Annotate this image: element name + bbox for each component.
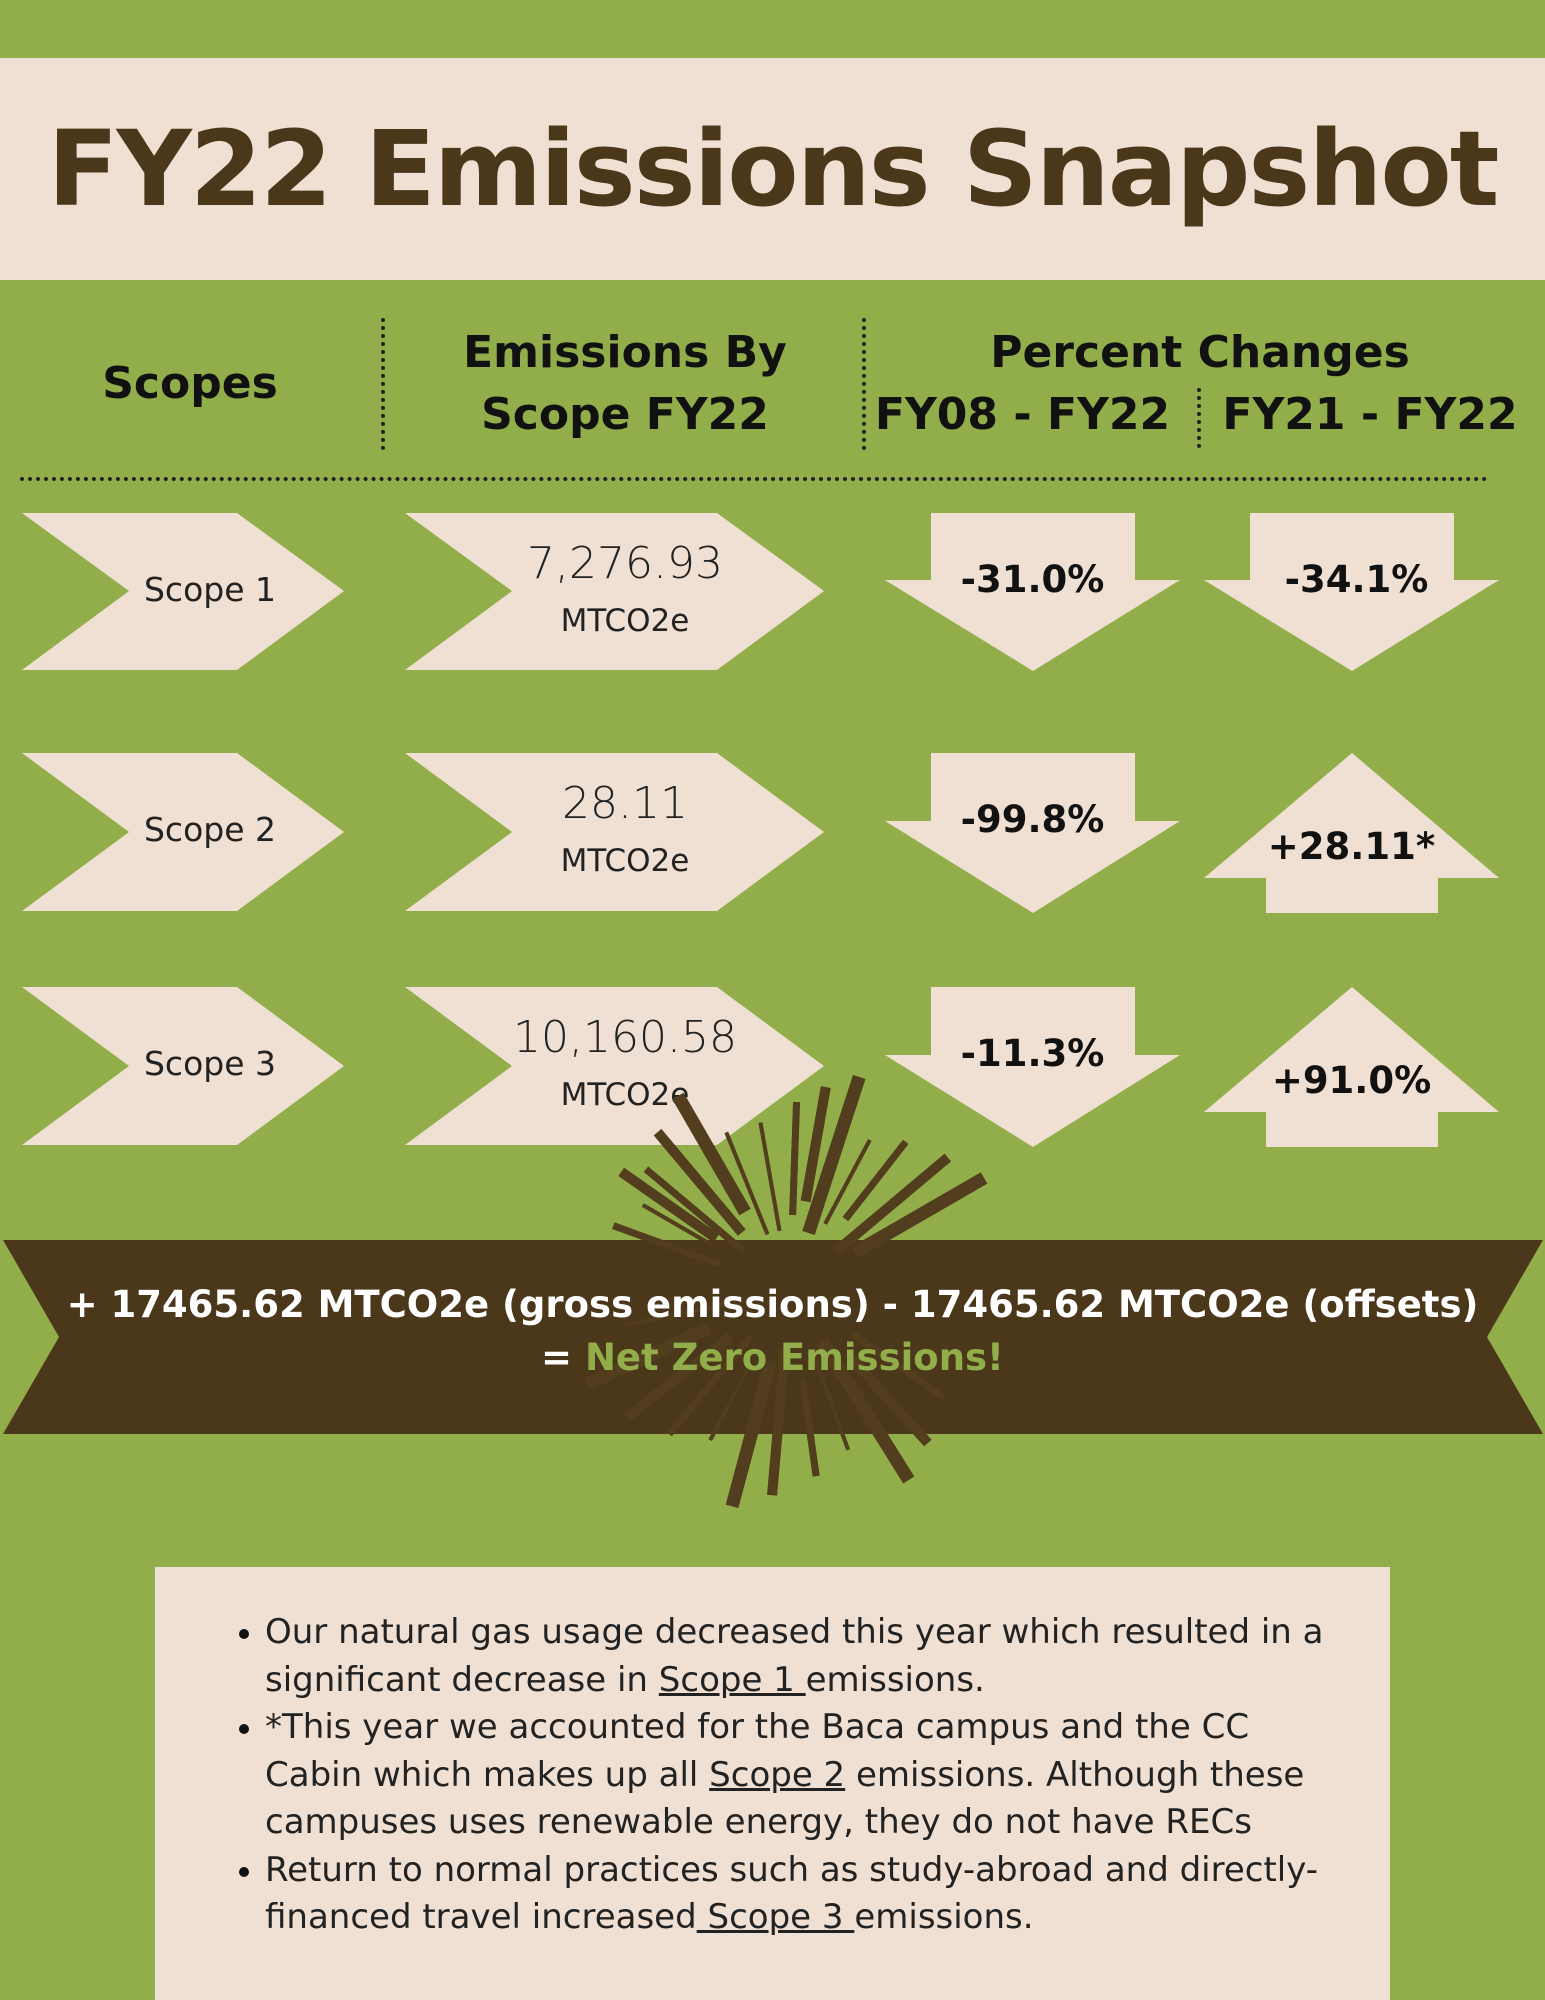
scope-2-fy21-change: +28.11* [1267,825,1436,868]
starburst-ray [823,1138,872,1225]
note-item-3: Return to normal practices such as study… [239,1847,1355,1942]
title-band: FY22 Emissions Snapshot [0,58,1545,280]
notes-box: Our natural gas usage decreased this yea… [155,1567,1390,2000]
starburst-ray [813,1359,851,1451]
header-percent-changes: Percent Changes [990,327,1410,378]
banner-line-2: = Net Zero Emissions! [0,1331,1545,1384]
scope-1-label: Scope 1 [143,570,277,609]
scope-2-fy08-down-arrow [885,753,1180,913]
header-emissions-line2: Scope FY22 [481,389,769,440]
note-3-scope-link: Scope 3 [696,1897,855,1937]
banner-line-1: + 17465.62 MTCO2e (gross emissions) - 17… [66,1283,1479,1326]
starburst-ray [623,1300,732,1328]
starburst-ray [758,1122,782,1232]
scope-3-value-chevron [405,987,824,1145]
starburst-ray [725,1360,777,1509]
scope-3-unit: MTCO2e [560,1077,690,1113]
note-1-scope-link: Scope 1 [658,1659,806,1700]
note-2-scope-link: Scope 2 [709,1754,846,1795]
header-separator [20,477,1488,481]
starburst-ray [672,1092,751,1216]
scope-2-fy08-change: -99.8% [960,798,1105,841]
scope-2-value: 28.11 [562,778,688,829]
scope-2-value-chevron [405,753,824,911]
scope-2-unit: MTCO2e [560,843,690,879]
note-1-text-end: emissions. [805,1659,985,1700]
note-3-text-end: emissions. [854,1897,1034,1937]
scope-1-value-chevron [405,513,824,670]
header-divider-2 [862,318,866,450]
scope-3-fy08-change: -11.3% [960,1032,1105,1075]
notes-list: Our natural gas usage decreased this yea… [239,1609,1355,1942]
starburst-ray [612,1222,721,1268]
starburst-ray [842,1139,909,1222]
starburst-ray [653,1128,746,1236]
starburst-ray [641,1203,714,1247]
note-item-1: Our natural gas usage decreased this yea… [239,1609,1355,1704]
starburst-ray [789,1101,801,1216]
net-zero-highlight: Net Zero Emissions! [584,1336,1004,1379]
starburst-ray [666,1333,755,1437]
note-3-text: Return to normal practices such as study… [265,1849,1319,1938]
scope-3-chevron [22,987,344,1145]
header-scopes: Scopes [102,358,278,409]
page-title: FY22 Emissions Snapshot [47,108,1499,230]
scope-1-value: 7,276.93 [527,538,723,589]
scope-1-unit: MTCO2e [560,603,690,639]
scope-3-fy08-down-arrow [885,987,1180,1147]
starburst-ray [816,1337,915,1484]
header-period-fy08-fy22: FY08 - FY22 [874,389,1171,440]
note-1-text: Our natural gas usage decreased this yea… [265,1612,1324,1700]
starburst-ray [708,1368,750,1442]
scope-1-fy08-change: -31.0% [960,558,1105,601]
scope-1-fy08-down-arrow [885,513,1180,671]
header-divider-1 [381,318,385,450]
scope-3-value: 10,160.58 [513,1012,737,1063]
starburst-ray [851,1172,988,1259]
starburst-ray [846,1353,932,1447]
starburst-ray [624,1332,734,1421]
banner-equals: = [541,1336,585,1379]
summary-banner [3,1240,1543,1434]
starburst-ray [800,1086,831,1203]
scope-2-label: Scope 2 [143,810,277,849]
scope-3-fy21-up-arrow [1204,987,1499,1147]
starburst-ray [767,1349,790,1496]
starburst-ray [618,1167,720,1243]
starburst-ray [584,1322,712,1391]
scope-2-chevron [22,753,344,911]
starburst-ray [643,1166,747,1255]
starburst-ray [799,1378,820,1477]
starburst-ray [802,1074,866,1235]
starburst-ray [849,1330,947,1401]
header-period-fy21-fy22: FY21 - FY22 [1222,389,1518,440]
scope-1-chevron [22,513,344,670]
starburst-ray [832,1153,952,1256]
header-divider-3 [1197,388,1201,448]
scope-1-fy21-down-arrow [1204,513,1499,671]
header-emissions-line1: Emissions By [463,327,787,378]
note-2-text-end: emissions. Although these campuses uses … [265,1754,1305,1843]
scope-3-fy21-change: +91.0% [1271,1059,1432,1102]
note-item-2: *This year we accounted for the Baca cam… [239,1704,1355,1847]
starburst-ray [724,1131,770,1236]
scope-1-fy21-change: -34.1% [1284,558,1429,601]
note-2-text: *This year we accounted for the Baca cam… [265,1707,1250,1795]
scope-3-label: Scope 3 [143,1044,277,1083]
banner-text: + 17465.62 MTCO2e (gross emissions) - 17… [0,1278,1545,1384]
scope-2-fy21-up-arrow [1204,753,1499,913]
